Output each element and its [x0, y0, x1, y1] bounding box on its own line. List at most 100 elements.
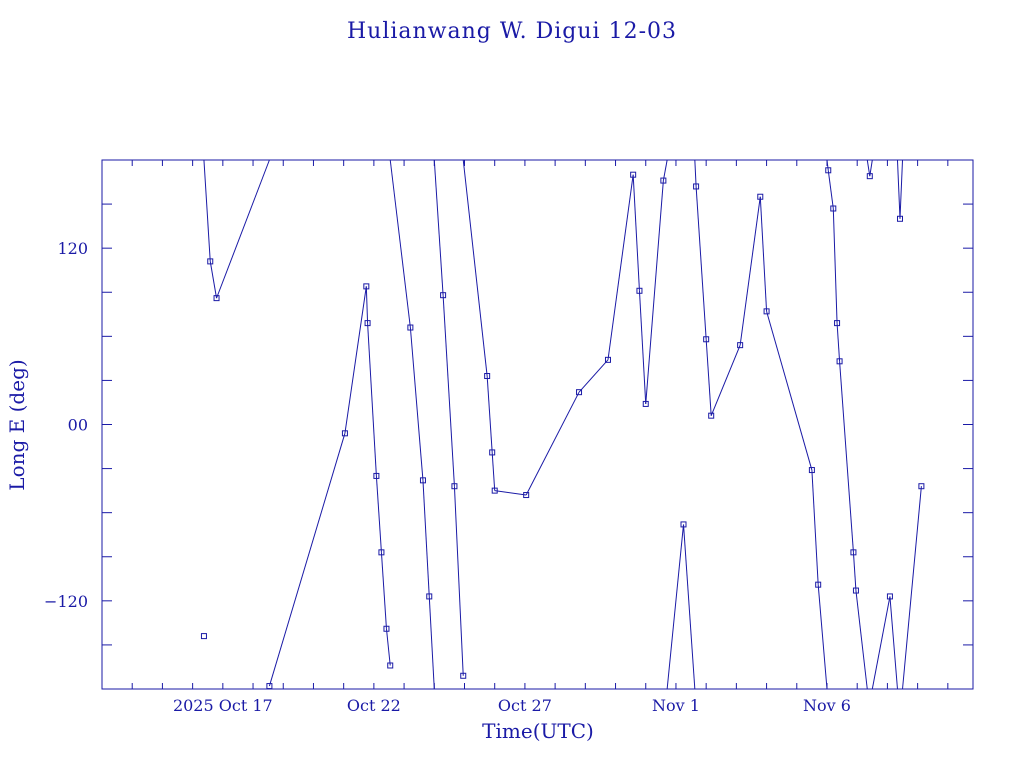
data-point	[918, 483, 925, 490]
series-segment	[203, 159, 211, 262]
data-point	[213, 295, 220, 302]
series-segment	[710, 344, 741, 416]
series-segment	[453, 486, 464, 676]
data-point	[896, 215, 903, 222]
data-point	[825, 167, 832, 174]
series-segment	[855, 590, 868, 690]
data-point	[523, 492, 530, 499]
x-tick-label: Nov 1	[652, 696, 700, 715]
data-point	[737, 342, 744, 349]
series-segment	[645, 180, 664, 404]
data-point	[491, 487, 498, 494]
series-segment	[695, 186, 707, 340]
series-markers	[200, 167, 925, 690]
data-point	[850, 549, 857, 556]
series-segment	[832, 208, 838, 324]
data-point	[460, 672, 467, 679]
data-point	[363, 283, 370, 290]
series-segment	[442, 295, 455, 487]
series-segment	[817, 584, 828, 690]
data-point	[407, 324, 414, 331]
series-segment	[827, 170, 834, 209]
data-point	[680, 521, 687, 528]
y-tick-labels: 120 00 −120	[44, 239, 88, 611]
data-point	[642, 400, 649, 407]
series-segment	[638, 290, 647, 404]
data-point	[364, 320, 371, 327]
series-segment	[852, 552, 857, 591]
series-segment	[433, 159, 444, 296]
data-point	[440, 292, 447, 299]
data-point	[815, 581, 822, 588]
data-point	[636, 287, 643, 294]
data-point	[266, 683, 273, 690]
series-segment	[389, 159, 411, 328]
y-tick-label: −120	[44, 592, 88, 611]
y-tick-label: 00	[68, 416, 88, 435]
data-point	[207, 258, 214, 265]
data-point	[630, 171, 637, 178]
series-segment	[739, 196, 761, 346]
series-segment	[344, 286, 367, 434]
data-point	[576, 389, 583, 396]
data-point	[703, 336, 710, 343]
data-point	[387, 662, 394, 669]
series-segment	[666, 524, 685, 690]
y-axis-label: Long E (deg)	[5, 359, 29, 490]
series-segment	[409, 327, 424, 481]
data-point	[866, 173, 873, 180]
data-point	[489, 449, 496, 456]
series-segment	[899, 159, 904, 219]
x-tick-label: Oct 22	[347, 696, 401, 715]
data-point	[604, 356, 611, 363]
data-point	[341, 430, 348, 437]
series-segment	[486, 375, 493, 453]
series-segment	[578, 359, 609, 393]
series-segment	[422, 480, 430, 597]
data-point	[808, 467, 815, 474]
series-segment	[428, 596, 435, 690]
series-segment	[694, 159, 697, 187]
data-point	[693, 183, 700, 190]
series-segment	[380, 552, 387, 629]
data-point	[886, 593, 893, 600]
x-tick-label: 2025 Oct 17	[173, 696, 273, 715]
series-segment	[367, 323, 377, 476]
series-segment	[494, 490, 527, 496]
series-segment	[375, 475, 382, 553]
series-segment	[683, 524, 696, 690]
x-tick-label: Oct 27	[498, 696, 552, 715]
data-point	[763, 308, 770, 315]
series-segment	[889, 596, 898, 690]
data-point	[373, 472, 380, 479]
series-segment	[268, 433, 346, 687]
data-point	[660, 177, 667, 184]
series-segment	[209, 261, 218, 299]
data-point	[419, 477, 426, 484]
series-segment	[632, 174, 640, 291]
series-lines	[203, 159, 922, 690]
series-segment	[871, 596, 891, 690]
series-segment	[836, 323, 841, 362]
series-segment	[385, 628, 391, 666]
chart-title: Hulianwang W. Digui 12-03	[347, 19, 677, 44]
data-point	[708, 412, 715, 419]
data-point	[426, 593, 433, 600]
data-point	[830, 205, 837, 212]
data-point	[834, 320, 841, 327]
series-segment	[662, 159, 668, 181]
data-point	[383, 625, 390, 632]
x-axis-label: Time(UTC)	[482, 719, 594, 743]
series-segment	[902, 486, 922, 690]
plot-frame	[101, 159, 974, 690]
data-point	[378, 549, 385, 556]
data-point	[484, 373, 491, 380]
series-segment	[216, 159, 270, 299]
series-segment	[766, 311, 813, 471]
axis-ticks	[102, 160, 973, 689]
series-segment	[705, 339, 712, 416]
y-tick-label: 120	[57, 239, 88, 258]
series-segment	[826, 159, 829, 171]
series-segment	[839, 361, 854, 553]
data-point	[852, 587, 859, 594]
